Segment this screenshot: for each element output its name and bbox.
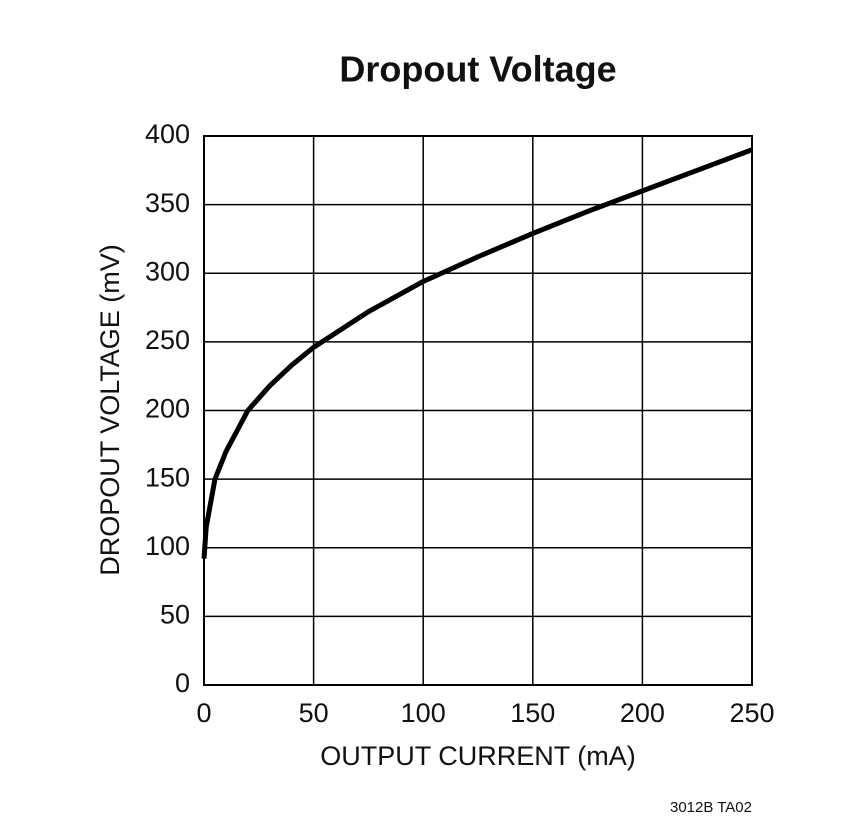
y-axis-label: DROPOUT VOLTAGE (mV) [95,244,125,576]
plot-frame [203,135,753,686]
y-tick-label: 100 [145,531,190,561]
x-tick-label: 50 [299,698,329,728]
y-tick-label: 300 [145,256,190,286]
annotation: 3012B TA02 [670,799,752,816]
y-tick-label: 250 [145,325,190,355]
x-tick-label: 250 [729,698,774,728]
line-series [201,147,753,559]
y-tick-label: 50 [160,600,190,630]
x-axis-label: OUTPUT CURRENT (mA) [320,741,636,771]
x-tick-label: 200 [620,698,665,728]
y-tick-label: 0 [175,668,190,698]
x-tick-label: 0 [196,698,211,728]
y-tick-label: 150 [145,462,190,492]
y-tick-label: 200 [145,394,190,424]
y-tick-label: 400 [145,119,190,149]
y-tick-label: 350 [145,188,190,218]
chart-title: Dropout Voltage [339,49,616,90]
x-tick-label: 100 [401,698,446,728]
x-tick-label: 150 [510,698,555,728]
